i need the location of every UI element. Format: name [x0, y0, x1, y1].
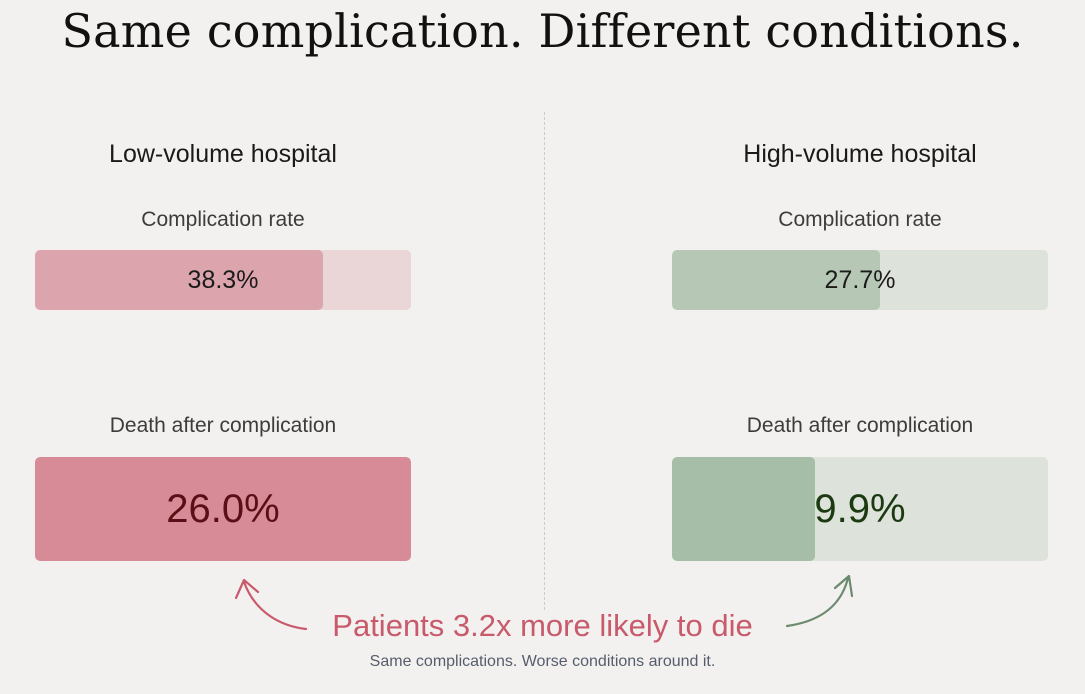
hospital-title-low: Low-volume hospital: [109, 140, 337, 168]
death-value-low: 26.0%: [166, 486, 280, 531]
panel-high-volume: High-volume hospital Complication rate 2…: [672, 0, 1048, 694]
death-label-low: Death after complication: [109, 414, 337, 437]
complication-bar-track-low: 38.3%: [35, 250, 411, 310]
callout-subtext: Same complications. Worse conditions aro…: [369, 653, 716, 670]
complication-rate-label-high: Complication rate: [778, 208, 942, 231]
death-bar-track-high: 9.9%: [672, 457, 1048, 561]
chart-title: Same complication. Different conditions.: [61, 4, 1024, 58]
right-curved-arrow-icon: [785, 576, 850, 628]
hospital-title-high: High-volume hospital: [743, 140, 977, 168]
panel-low-volume: Low-volume hospital Complication rate 38…: [35, 0, 411, 694]
left-curved-arrow-icon: [242, 580, 308, 631]
right-arrowhead-icon: [833, 574, 854, 598]
complication-value-high: 27.7%: [824, 265, 896, 294]
complication-rate-label-low: Complication rate: [141, 208, 305, 231]
complication-bar-high: [672, 250, 881, 310]
death-bar-low: [35, 457, 411, 561]
complication-bar-low: [35, 250, 324, 310]
complication-value-low: 38.3%: [187, 265, 259, 294]
death-bar-high: [672, 457, 816, 561]
callout-headline: Patients 3.2x more likely to die: [332, 608, 753, 643]
left-arrowhead-icon: [234, 578, 260, 600]
complication-bar-track-high: 27.7%: [672, 250, 1048, 310]
death-bar-track-low: 26.0%: [35, 457, 411, 561]
death-value-high: 9.9%: [814, 486, 906, 531]
panel-divider: [544, 112, 545, 610]
death-label-high: Death after complication: [746, 414, 974, 437]
